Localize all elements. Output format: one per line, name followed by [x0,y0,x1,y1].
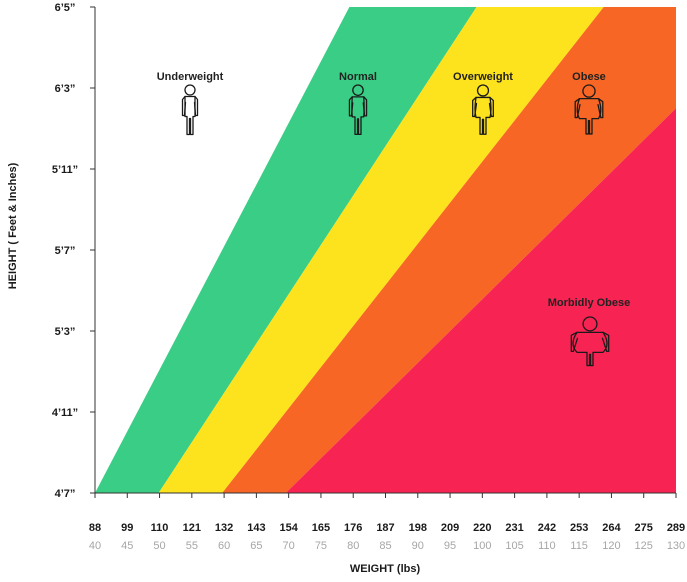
x-tick-label-lbs: 187 [376,522,394,534]
x-tick-label-lbs: 88 [89,522,101,534]
x-tick-label-lbs: 132 [215,522,233,534]
category-icons [181,84,610,367]
normal-person-icon [348,84,368,136]
x-tick-label-kg: 60 [218,540,230,552]
band-overweight [158,7,604,493]
x-tick-label-kg: 110 [538,540,556,552]
y-tick-label: 5’3” [55,326,76,338]
x-tick-label-lbs: 220 [473,522,491,534]
y-tick-label: 6’5” [55,2,76,14]
x-tick-label-lbs: 198 [409,522,427,534]
x-tick-label-lbs: 253 [570,522,588,534]
overweight-person-icon [472,84,494,135]
x-tick-label-kg: 105 [505,540,523,552]
x-tick-label-kg: 120 [602,540,620,552]
x-tick-label-lbs: 289 [667,522,685,534]
x-tick-label-kg: 75 [315,540,327,552]
morbidly-obese-person-icon [570,316,610,367]
x-tick-label-kg: 70 [283,540,295,552]
x-tick-label-kg: 40 [89,540,101,552]
x-tick-label-lbs: 99 [121,522,133,534]
x-tick-label-kg: 90 [412,540,424,552]
category-labels: Underweight Normal Overweight Obese Morbidly… [157,71,631,309]
x-tick-label-lbs: 275 [635,522,653,534]
x-tick-label-kg: 65 [250,540,262,552]
x-tick-label-kg: 130 [667,540,685,552]
x-tick-label-kg: 45 [121,540,133,552]
x-tick-label-kg: 80 [347,540,359,552]
x-tick-label-lbs: 209 [441,522,459,534]
x-tick-label-kg: 100 [473,540,491,552]
x-tick-label-lbs: 176 [344,522,362,534]
x-tick-label-kg: 55 [186,540,198,552]
label-normal: Normal [339,71,377,83]
y-axis-title: HEIGHT ( Feet & Inches) [7,162,19,289]
x-tick-label-lbs: 154 [279,522,298,534]
band-obese [222,7,676,493]
x-tick-label-kg: 115 [570,540,588,552]
x-tick-labels: 88 40 99 45 110 50 121 55 132 60 143 65 154 70 165 75 17… [89,493,685,552]
slim-person-icon [181,84,199,136]
x-tick-label-lbs: 110 [151,522,169,534]
obese-person-icon [574,84,604,135]
y-tick-label: 6’3” [55,83,76,95]
x-tick-label-kg: 95 [444,540,456,552]
y-tick-label: 5’11” [52,164,78,176]
x-tick-label-kg: 125 [635,540,653,552]
y-tick-label: 5’7” [55,245,76,257]
band-morbidly-obese [285,108,676,493]
band-normal [95,7,477,493]
label-overweight: Overweight [453,71,513,83]
bmi-bands [95,7,676,493]
y-tick-label: 4’11” [52,407,78,419]
label-underweight: Underweight [157,71,224,83]
x-tick-label-lbs: 143 [247,522,265,534]
x-tick-label-lbs: 242 [538,522,556,534]
x-tick-label-kg: 50 [153,540,165,552]
x-tick-label-kg: 85 [379,540,391,552]
x-tick-label-lbs: 165 [312,522,330,534]
x-axis-title: WEIGHT (lbs) [350,563,421,575]
x-tick-label-lbs: 264 [602,522,621,534]
x-tick-label-lbs: 231 [505,522,523,534]
label-morbidly-obese: Morbidly Obese [548,297,631,309]
y-tick-labels: 4’7” 4’11” 5’3” 5’7” 5’11” 6’3” 6’5” [52,2,95,500]
y-tick-label: 4’7” [55,488,76,500]
label-obese: Obese [572,71,606,83]
x-tick-label-lbs: 121 [183,522,201,534]
